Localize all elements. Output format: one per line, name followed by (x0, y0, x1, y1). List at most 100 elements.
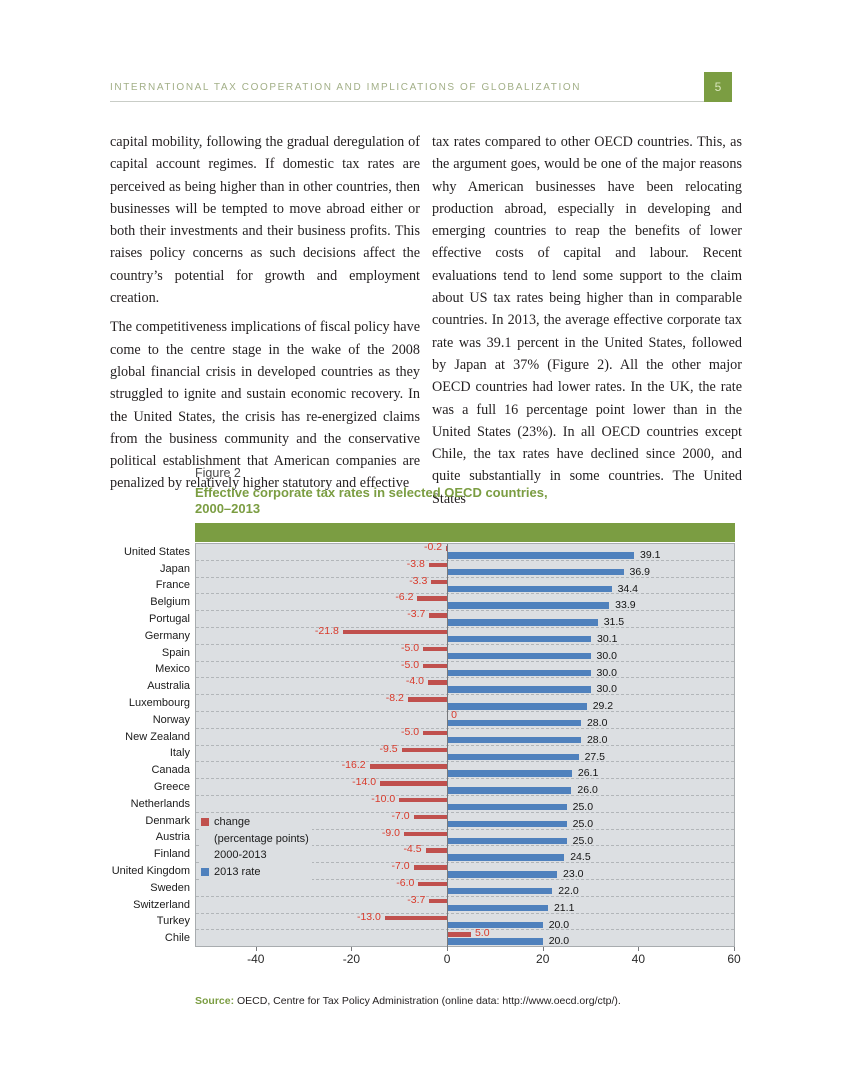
rate-bar (447, 602, 610, 609)
rate-bar (447, 585, 612, 593)
rate-value-label: 30.0 (596, 683, 617, 696)
rate-bar (447, 854, 565, 861)
change-bar (431, 579, 448, 585)
left-column: capital mobility, following the gradual … (110, 131, 420, 510)
change-bar (384, 915, 448, 921)
change-value-label: -3.7 (407, 893, 426, 906)
chart-rows: United States -0.2 39.1 Japan -3.8 36.9 France… (112, 542, 734, 947)
country-label: Portugal (149, 613, 190, 626)
country-label: Canada (151, 764, 190, 777)
change-bar (404, 831, 448, 837)
chart-legend: change (percentage points) 2000-2013 201… (199, 813, 312, 881)
change-bar (399, 797, 448, 803)
change-value-label: -6.2 (395, 591, 414, 604)
body-paragraph: capital mobility, following the gradual … (110, 134, 420, 307)
country-label: Japan (160, 562, 190, 575)
legend-item-change: change (201, 814, 309, 831)
legend-item-change-sub1: (percentage points) (214, 832, 309, 845)
country-label: Austria (155, 831, 190, 844)
axis-tick-label: 60 (727, 952, 741, 966)
chart-row: United Kingdom -7.0 23.0 (112, 860, 734, 880)
change-bar (446, 546, 448, 551)
page-number-badge: 5 (704, 72, 732, 102)
change-bar (401, 747, 448, 753)
change-value-label: -6.0 (396, 876, 415, 889)
country-label: Spain (161, 646, 190, 659)
body-paragraph: The competitiveness implications of fisc… (110, 319, 420, 492)
rate-value-label: 22.0 (558, 884, 579, 897)
change-bar (429, 898, 448, 904)
rate-value-label: 33.9 (615, 599, 636, 612)
axis-tick-label: 0 (443, 952, 451, 966)
source-label: Source: (195, 995, 235, 1007)
chart-row: France -3.3 34.4 (156, 575, 734, 595)
chart-row: Norway 0 28.0 (153, 710, 734, 729)
plot-area: United States -0.2 39.1 Japan -3.8 36.9 France… (112, 542, 735, 950)
chart-row: Portugal -3.7 31.5 (149, 609, 734, 629)
change-value-label: -7.0 (391, 860, 410, 873)
change-bar (380, 781, 448, 786)
country-label: United Kingdom (111, 865, 190, 878)
country-label: Turkey (156, 915, 190, 928)
rate-value-label: 24.5 (570, 851, 591, 864)
rate-bar (447, 938, 543, 945)
legend-item-change-sub2: 2000-2013 (214, 849, 267, 862)
axis-tick-label: 40 (631, 952, 646, 966)
change-bar (369, 764, 448, 769)
rate-value-label: 36.9 (629, 565, 650, 578)
chart-row: Mexico -5.0 30.0 (155, 659, 734, 679)
chart-row: Finland -4.5 24.5 (154, 843, 734, 864)
chart-row: Italy -9.5 27.5 (170, 743, 734, 763)
rate-value-label: 34.4 (617, 582, 638, 595)
chart-row: Austria -9.0 25.0 (156, 827, 734, 847)
rate-bar (447, 568, 624, 576)
figure-source: Source: OECD, Centre for Tax Policy Admi… (195, 995, 735, 1007)
rate-bar (447, 787, 572, 794)
right-column: tax rates compared to other OECD countri… (432, 131, 742, 510)
axis-tick-label: 20 (536, 952, 550, 966)
rate-bar (447, 871, 558, 878)
axis-tick (351, 947, 353, 951)
axis-tick-label: -20 (342, 952, 361, 966)
change-bar (417, 596, 448, 601)
body-columns: capital mobility, following the gradual … (110, 131, 742, 510)
country-label: Denmark (145, 814, 190, 827)
figure-title: Effective corporate tax rates in selecte… (195, 485, 548, 516)
rate-bar (447, 770, 572, 777)
axis-tick (734, 947, 735, 951)
chart-row: Spain -5.0 30.0 (162, 641, 734, 662)
chart-row: Switzerland -3.7 21.1 (133, 893, 734, 914)
change-value-label: -13.0 (356, 910, 381, 923)
zero-axis-line (447, 544, 449, 950)
chart-row: Australia -4.0 30.0 (147, 676, 734, 696)
rate-bar (447, 619, 598, 626)
chart-header-bar (195, 523, 735, 542)
change-bar (423, 663, 448, 669)
change-value-label: -4.5 (403, 843, 422, 856)
rate-value-label: 31.5 (603, 616, 625, 629)
change-value-label: -5.0 (401, 641, 420, 654)
country-label: Australia (147, 680, 190, 693)
legend-swatch-blue (201, 867, 209, 876)
country-label: Sweden (150, 881, 190, 894)
rate-bar (447, 803, 567, 811)
rate-value-label: 26.0 (577, 784, 598, 797)
change-value-label: -10.0 (371, 792, 396, 805)
chart-row: Netherlands -10.0 25.0 (131, 792, 734, 813)
change-bar (423, 646, 448, 652)
country-label: Greece (153, 781, 190, 794)
change-value-label: -5.0 (401, 725, 420, 738)
body-paragraph: tax rates compared to other OECD countri… (432, 134, 742, 507)
rate-value-label: 27.5 (584, 750, 605, 763)
chart-row: Canada -16.2 26.1 (151, 760, 734, 780)
chart-row: Germany -21.8 30.1 (145, 626, 734, 645)
chart-row: Greece -14.0 26.0 (154, 777, 734, 797)
rate-value-label: 30.0 (596, 666, 617, 679)
rate-bar (447, 669, 591, 677)
country-label: United States (123, 545, 190, 558)
change-bar (425, 848, 448, 853)
chart-row: New Zealand -5.0 28.0 (125, 725, 734, 746)
source-text: OECD, Centre for Tax Policy Administrati… (234, 995, 621, 1007)
country-label: New Zealand (125, 730, 190, 743)
rate-bar (447, 719, 581, 727)
